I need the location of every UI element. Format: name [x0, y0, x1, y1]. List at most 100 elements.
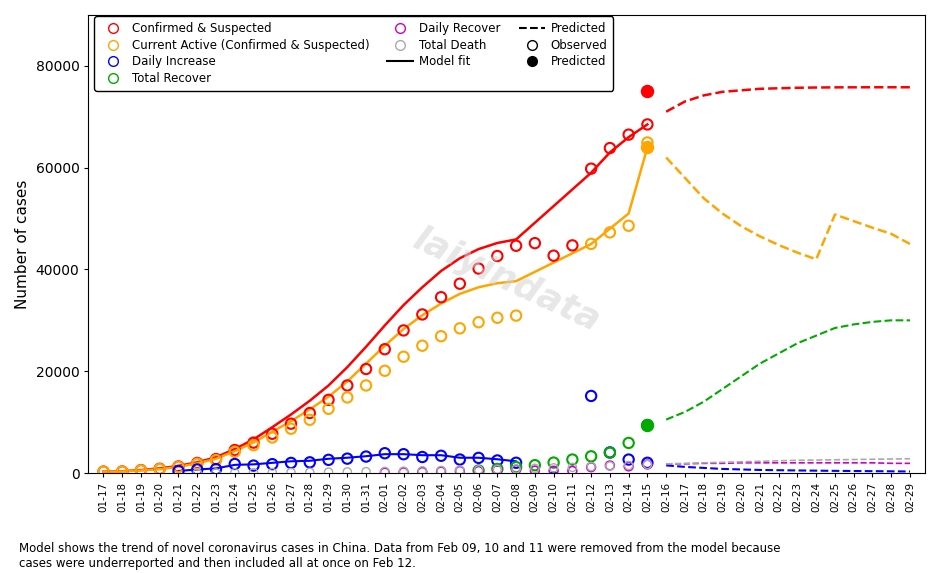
Point — [415, 466, 430, 476]
Point — [171, 462, 186, 472]
Legend: Confirmed & Suspected, Current Active (Confirmed & Suspected), Daily Increase, T: Confirmed & Suspected, Current Active (C… — [94, 16, 613, 91]
Point — [509, 465, 524, 474]
Point — [358, 467, 373, 476]
Point — [640, 87, 655, 96]
Point — [246, 461, 261, 470]
Point — [190, 465, 205, 474]
Point — [640, 120, 655, 129]
Point — [471, 264, 486, 273]
Point — [339, 381, 354, 390]
Point — [452, 279, 467, 288]
Point — [452, 455, 467, 464]
Point — [396, 326, 411, 335]
Point — [603, 448, 618, 457]
Point — [565, 463, 580, 472]
Point — [433, 332, 448, 341]
Point — [640, 460, 655, 469]
Point — [490, 465, 505, 474]
Point — [321, 468, 337, 477]
Point — [527, 464, 542, 473]
Point — [339, 468, 354, 477]
Y-axis label: Number of cases: Number of cases — [15, 179, 30, 309]
Point — [339, 393, 354, 402]
Point — [396, 468, 411, 477]
Point — [433, 466, 448, 475]
Point — [471, 317, 486, 327]
Point — [209, 468, 224, 477]
Point — [621, 455, 636, 464]
Point — [640, 138, 655, 147]
Point — [265, 460, 280, 469]
Point — [377, 449, 392, 458]
Point — [284, 468, 299, 477]
Point — [490, 252, 505, 261]
Point — [433, 451, 448, 460]
Point — [527, 466, 542, 475]
Point — [584, 391, 599, 401]
Point — [509, 464, 524, 473]
Point — [509, 462, 524, 472]
Point — [396, 466, 411, 476]
Text: laiyindata: laiyindata — [408, 222, 605, 339]
Point — [358, 381, 373, 390]
Point — [96, 467, 111, 476]
Point — [546, 466, 561, 475]
Point — [284, 424, 299, 433]
Point — [227, 447, 243, 456]
Point — [584, 240, 599, 249]
Point — [396, 450, 411, 459]
Point — [603, 448, 618, 457]
Point — [471, 466, 486, 476]
Point — [265, 429, 280, 438]
Point — [471, 453, 486, 462]
Point — [415, 453, 430, 462]
Point — [377, 366, 392, 375]
Point — [621, 461, 636, 470]
Point — [321, 395, 337, 405]
Point — [133, 465, 149, 474]
Point — [152, 464, 167, 473]
Point — [190, 458, 205, 468]
Point — [396, 352, 411, 362]
Point — [584, 462, 599, 472]
Point — [321, 404, 337, 413]
Point — [452, 324, 467, 333]
Point — [303, 458, 318, 467]
Point — [303, 409, 318, 418]
Point — [509, 311, 524, 320]
Point — [640, 143, 655, 152]
Point — [640, 421, 655, 430]
Point — [152, 465, 167, 474]
Point — [377, 467, 392, 476]
Point — [527, 461, 542, 470]
Point — [227, 445, 243, 454]
Point — [358, 364, 373, 374]
Point — [471, 465, 486, 474]
Point — [621, 462, 636, 471]
Point — [209, 465, 224, 474]
Point — [471, 466, 486, 475]
Point — [190, 459, 205, 468]
Point — [133, 466, 149, 475]
Point — [603, 143, 618, 152]
Point — [265, 468, 280, 477]
Point — [621, 221, 636, 230]
Point — [358, 452, 373, 461]
Point — [640, 460, 655, 469]
Point — [171, 462, 186, 471]
Point — [415, 341, 430, 350]
Point — [321, 455, 337, 464]
Point — [584, 452, 599, 461]
Point — [303, 415, 318, 425]
Point — [415, 310, 430, 319]
Point — [115, 467, 130, 476]
Point — [227, 468, 243, 477]
Point — [546, 463, 561, 472]
Point — [490, 464, 505, 473]
Point — [621, 438, 636, 448]
Point — [452, 466, 467, 476]
Point — [303, 468, 318, 477]
Point — [433, 467, 448, 476]
Point — [584, 462, 599, 471]
Point — [584, 164, 599, 173]
